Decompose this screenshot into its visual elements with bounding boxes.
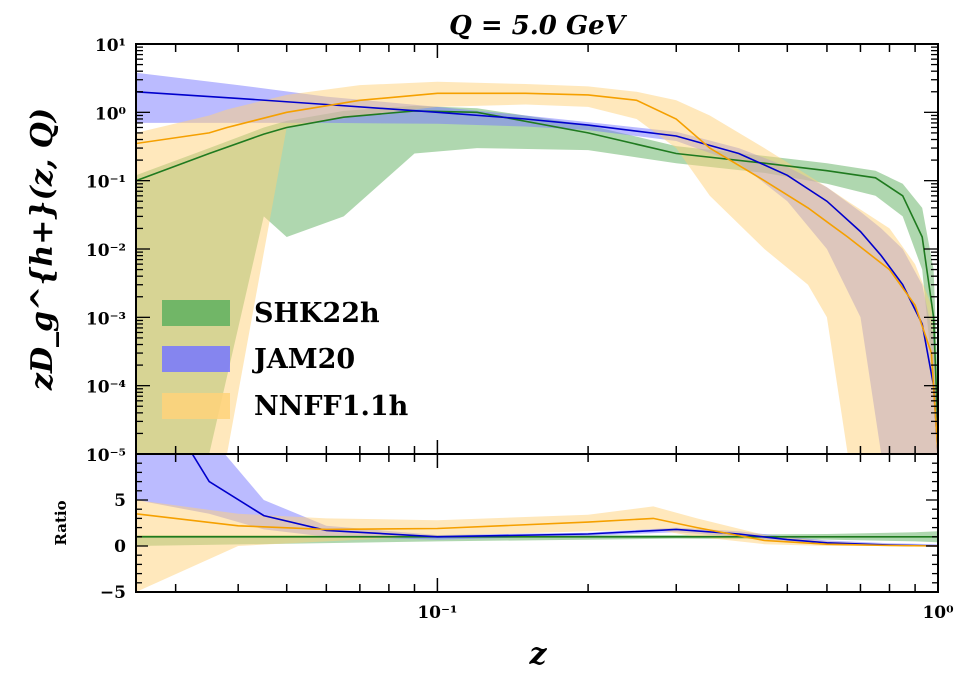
ratio-band-jam20 bbox=[136, 454, 938, 546]
y-tick-label: 10⁻² bbox=[86, 241, 126, 261]
chart-title: Q = 5.0 GeV bbox=[449, 11, 628, 41]
ratio-line-nnff1-1h bbox=[136, 513, 938, 547]
main-line-shk22h bbox=[136, 110, 938, 434]
y-tick-label: 10⁻⁴ bbox=[86, 378, 126, 398]
x-tick-label: 10⁻¹ bbox=[417, 603, 457, 623]
main-band-jam20 bbox=[136, 72, 938, 454]
legend-item-nnff1-1h: NNFF1.1h bbox=[162, 391, 409, 422]
y-tick-label: 10⁻³ bbox=[86, 309, 126, 329]
ratio-axis-label: Ratio bbox=[52, 500, 70, 545]
legend: SHK22h JAM20 NNFF1.1h bbox=[162, 298, 409, 422]
y-tick-label: 10⁰ bbox=[95, 104, 126, 124]
legend-swatch bbox=[162, 393, 230, 419]
axis-tick-labels: 10¹ 10⁰ 10⁻¹ 10⁻² 10⁻³ 10⁻⁴ 10⁻⁵ 5 0 −5 10⁻¹ 10⁰ bbox=[86, 36, 954, 623]
ratio-line-jam20 bbox=[191, 454, 938, 547]
legend-swatch bbox=[162, 346, 230, 372]
x-axis-label: z bbox=[528, 637, 547, 672]
main-band-nnff1-1h bbox=[136, 81, 938, 454]
ratio-panel-lines bbox=[136, 454, 938, 547]
main-panel-bands bbox=[136, 72, 938, 454]
y-tick-label: 10⁻¹ bbox=[86, 173, 126, 193]
y-axis-label: zD_g^{h+}(z, Q) bbox=[25, 108, 60, 391]
ratio-y-tick-label: 5 bbox=[114, 491, 126, 511]
main-band-shk22h bbox=[136, 105, 938, 454]
legend-label: JAM20 bbox=[252, 344, 355, 375]
y-tick-label: 10⁻⁵ bbox=[86, 446, 126, 466]
legend-label: SHK22h bbox=[254, 298, 380, 329]
legend-swatch bbox=[162, 300, 230, 326]
legend-item-jam20: JAM20 bbox=[162, 344, 355, 375]
ratio-y-tick-label: 0 bbox=[114, 537, 126, 557]
axis-ticks bbox=[136, 43, 939, 593]
y-tick-label: 10¹ bbox=[95, 36, 126, 56]
x-tick-label: 10⁰ bbox=[922, 603, 953, 623]
main-line-nnff1-1h bbox=[136, 92, 938, 454]
ratio-band-nnff1-1h bbox=[136, 500, 938, 592]
ratio-panel-frame bbox=[135, 453, 939, 593]
main-line-jam20 bbox=[136, 91, 938, 454]
main-panel-lines bbox=[136, 91, 938, 454]
legend-label: NNFF1.1h bbox=[254, 391, 409, 422]
ratio-y-tick-label: −5 bbox=[100, 583, 126, 603]
legend-item-shk22h: SHK22h bbox=[162, 298, 380, 329]
